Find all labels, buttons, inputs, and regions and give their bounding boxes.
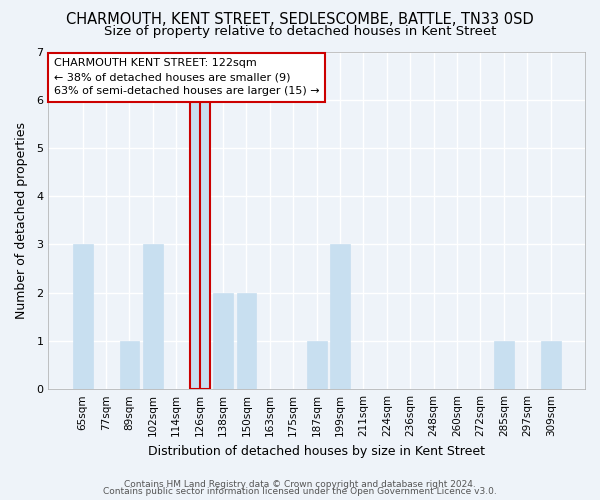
Bar <box>236 292 256 389</box>
Bar <box>307 341 326 389</box>
Y-axis label: Number of detached properties: Number of detached properties <box>15 122 28 319</box>
Text: CHARMOUTH, KENT STREET, SEDLESCOMBE, BATTLE, TN33 0SD: CHARMOUTH, KENT STREET, SEDLESCOMBE, BAT… <box>66 12 534 28</box>
Bar <box>143 244 163 389</box>
Bar <box>119 341 139 389</box>
Text: Size of property relative to detached houses in Kent Street: Size of property relative to detached ho… <box>104 25 496 38</box>
Bar <box>541 341 560 389</box>
Bar <box>73 244 92 389</box>
Bar <box>330 244 350 389</box>
Bar <box>494 341 514 389</box>
Bar <box>213 292 233 389</box>
X-axis label: Distribution of detached houses by size in Kent Street: Distribution of detached houses by size … <box>148 444 485 458</box>
Text: CHARMOUTH KENT STREET: 122sqm
← 38% of detached houses are smaller (9)
63% of se: CHARMOUTH KENT STREET: 122sqm ← 38% of d… <box>53 58 319 96</box>
Text: Contains HM Land Registry data © Crown copyright and database right 2024.: Contains HM Land Registry data © Crown c… <box>124 480 476 489</box>
Bar <box>190 100 209 389</box>
Text: Contains public sector information licensed under the Open Government Licence v3: Contains public sector information licen… <box>103 488 497 496</box>
